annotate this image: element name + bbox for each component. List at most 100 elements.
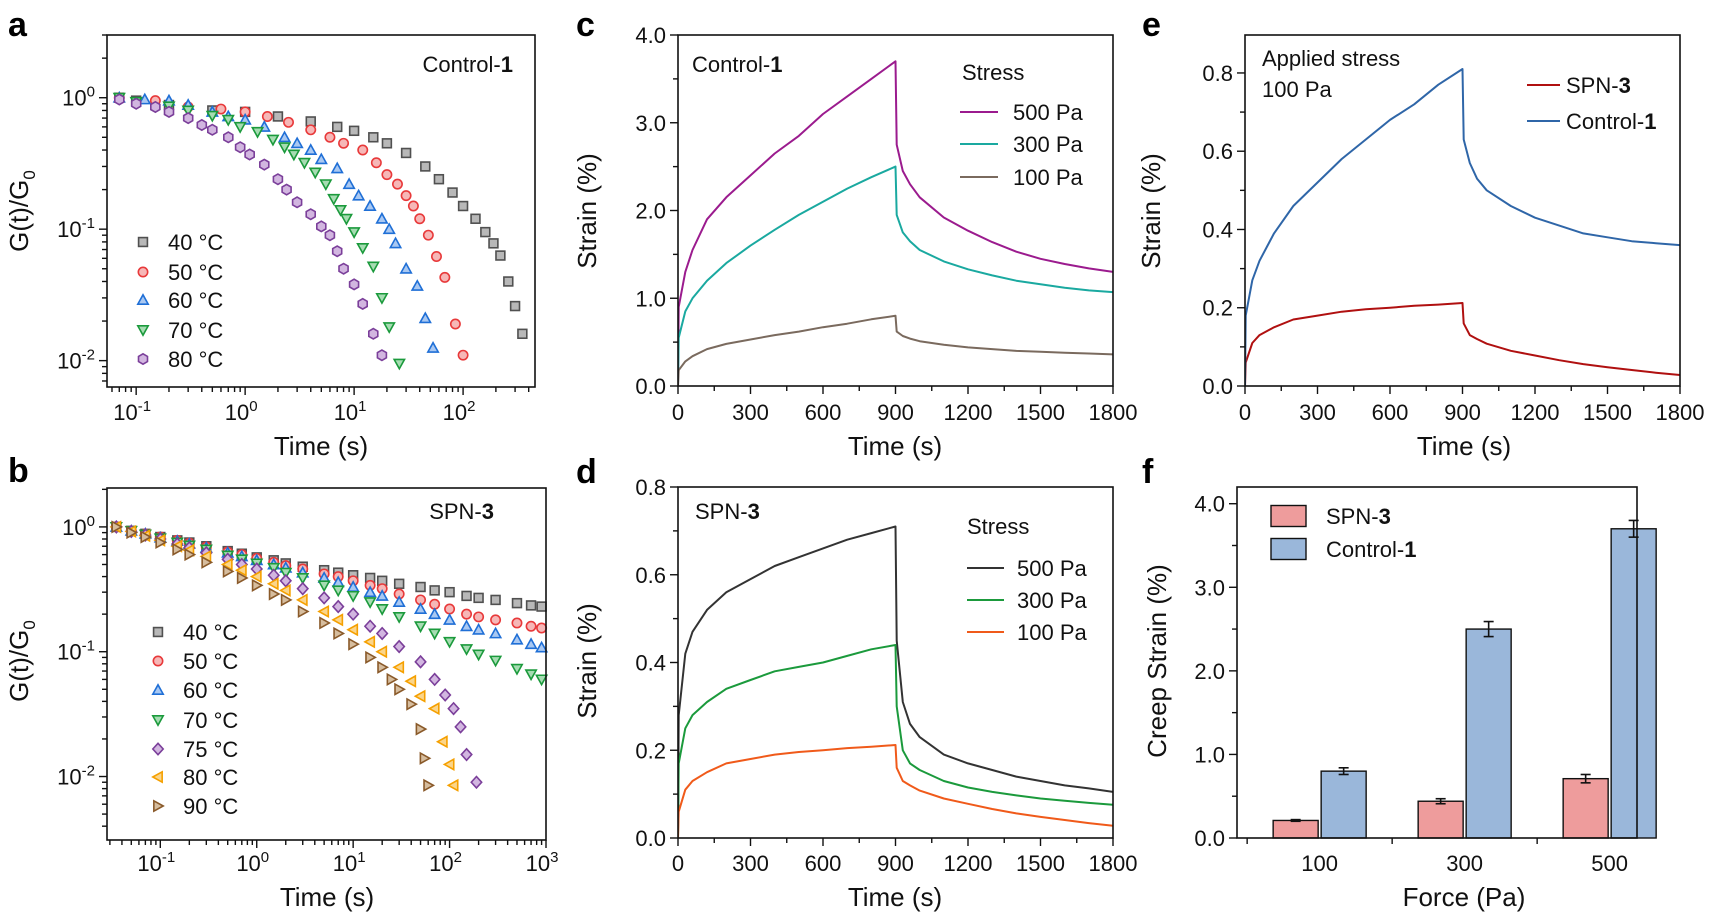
y-tick-label: 0.0 [635, 374, 666, 399]
x-tick-label: 1500 [1016, 851, 1065, 876]
data-point-triangle-right [111, 520, 124, 534]
legend-label: 60 °C [168, 288, 223, 313]
data-point-triangle-up [443, 613, 457, 625]
legend-label: 50 °C [183, 649, 238, 674]
legend-title: Stress [967, 514, 1029, 539]
y-tick-label: 0.8 [635, 475, 666, 500]
data-point-hexagon [137, 352, 149, 366]
legend-label: 80 °C [168, 347, 223, 372]
data-point-triangle-left [317, 604, 330, 619]
panel-letter: c [576, 6, 595, 44]
data-point-diamond [470, 775, 483, 790]
bar-spn3 [1562, 777, 1609, 839]
data-point-triangle-down [319, 179, 333, 192]
x-axis-title: Time (s) [280, 882, 374, 912]
bar-spn3 [1272, 819, 1319, 839]
data-point-circle [439, 271, 451, 283]
data-point-triangle-down [296, 572, 310, 585]
x-axis-title: Time (s) [848, 882, 942, 912]
data-point-circle [137, 266, 149, 278]
data-point-triangle-up [510, 632, 524, 645]
data-point-circle [400, 190, 412, 202]
x-tick-label-base: 10 [236, 851, 260, 876]
y-tick-label-base: 10 [62, 86, 86, 111]
data-point-circle [283, 116, 294, 128]
x-tick-label: 10-1 [137, 849, 175, 876]
bar-control1 [1320, 770, 1367, 839]
legend-label-text: 500 Pa [1013, 100, 1083, 125]
data-point-triangle-down [459, 644, 474, 656]
data-point-diamond [392, 639, 406, 654]
x-tick-label-exp: 0 [261, 849, 269, 866]
legend-label: 500 Pa [1013, 100, 1083, 125]
legend-label-text: 500 Pa [1017, 556, 1087, 581]
data-point-circle [414, 213, 426, 225]
data-point-triangle-left [404, 674, 417, 688]
data-point-square [393, 578, 405, 590]
legend-label: 500 Pa [1017, 556, 1087, 581]
series-line-500pa [678, 525, 1113, 838]
data-point-triangle-up [375, 589, 389, 601]
data-point-triangle-up [277, 130, 292, 143]
panel-letter: d [576, 453, 597, 491]
legend-label-bold: 1 [1644, 109, 1656, 134]
legend-label-text: 100 Pa [1013, 165, 1083, 190]
y-axis-title-main: G(t)/G [4, 180, 34, 252]
plot-frame [1244, 34, 1681, 387]
legend-label-bold: 3 [1379, 504, 1391, 529]
y-axis-title: Strain (%) [1136, 153, 1166, 269]
y-tick-label: 0.2 [1202, 296, 1233, 321]
data-point-triangle-up [363, 199, 377, 211]
x-tick-label: 1500 [1016, 400, 1065, 425]
legend-label-text: 100 Pa [1017, 620, 1087, 645]
data-point-hexagon [182, 111, 194, 125]
data-point-triangle-up [413, 602, 428, 614]
panel-f: f SPN-3 Control-1 100 300 500 0.0 1.0 2.0 3.0 4.0 F… [1142, 453, 1657, 912]
data-point-square [536, 601, 547, 612]
legend-label-bold: 3 [1619, 73, 1631, 98]
data-point-triangle-down [366, 261, 380, 274]
data-point-square [511, 597, 523, 609]
data-point-triangle-down [339, 213, 353, 226]
data-point-triangle-up [418, 311, 432, 324]
data-point-square [503, 276, 514, 287]
data-point-diamond [414, 654, 427, 669]
data-point-triangle-down [297, 157, 311, 170]
y-tick-label-exp: 0 [87, 84, 95, 101]
x-tick-label: 101 [333, 849, 366, 876]
series-line-100pa [678, 314, 1113, 386]
data-point-triangle-down [205, 110, 219, 123]
sample-label: Control-1 [692, 52, 783, 77]
legend-label: Control-1 [1566, 109, 1657, 134]
data-point-square [525, 600, 537, 611]
data-point-triangle-right [236, 571, 249, 585]
data-point-triangle-down [181, 105, 195, 118]
data-point-square [488, 238, 499, 249]
x-tick-label-base: 10 [137, 851, 161, 876]
data-point-triangle-down [392, 358, 406, 371]
data-point-circle [511, 617, 523, 629]
data-point-triangle-right [201, 555, 214, 569]
data-point-triangle-up [388, 236, 403, 249]
data-point-square [420, 161, 431, 172]
data-point-circle [261, 110, 273, 122]
sample-label-bold: 3 [748, 499, 760, 524]
data-point-triangle-left [375, 645, 388, 659]
data-point-square [332, 121, 343, 133]
x-axis-title: Time (s) [1417, 431, 1511, 461]
data-point-triangle-up [363, 585, 377, 598]
data-point-triangle-left [234, 563, 247, 577]
panel-e: e Applied stress 100 Pa SPN-3 Control-1 0 300 6… [1136, 6, 1704, 461]
x-tick-label: 0 [672, 400, 684, 425]
data-point-triangle-down [413, 621, 428, 634]
data-point-triangle-down [356, 242, 370, 255]
data-point-hexagon [324, 229, 336, 242]
sample-label-text: SPN- [429, 499, 482, 524]
data-point-circle [525, 620, 537, 632]
data-point-triangle-up [410, 279, 424, 291]
data-point-triangle-down [327, 193, 341, 206]
legend-label-text: SPN- [1566, 73, 1619, 98]
x-tick-label: 300 [732, 400, 769, 425]
data-point-triangle-right [251, 578, 264, 592]
data-point-triangle-up [314, 152, 328, 165]
